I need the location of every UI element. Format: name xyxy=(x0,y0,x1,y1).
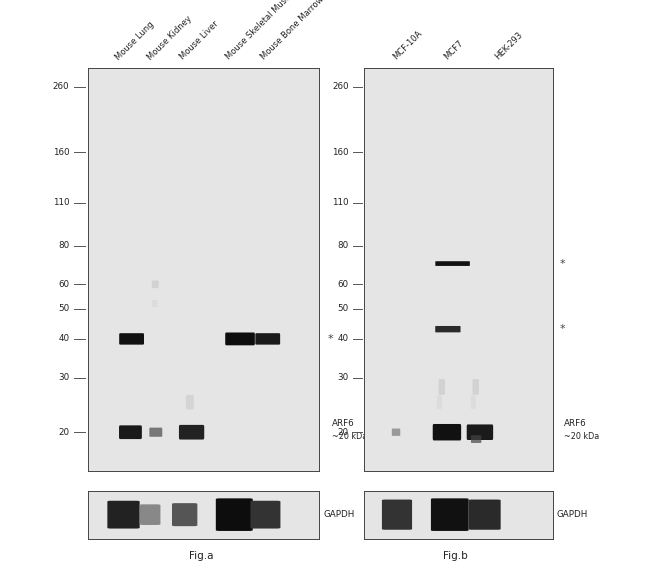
FancyBboxPatch shape xyxy=(467,425,493,440)
Text: Mouse Liver: Mouse Liver xyxy=(178,19,220,61)
FancyBboxPatch shape xyxy=(392,429,400,436)
FancyBboxPatch shape xyxy=(437,395,442,409)
Text: *: * xyxy=(560,324,566,334)
Text: ~20 kDa: ~20 kDa xyxy=(564,432,599,440)
Text: 80: 80 xyxy=(58,241,70,250)
Text: MCF7: MCF7 xyxy=(443,39,465,61)
Text: 80: 80 xyxy=(337,241,349,250)
FancyBboxPatch shape xyxy=(469,500,500,530)
Text: 30: 30 xyxy=(337,373,349,382)
Text: 20: 20 xyxy=(58,428,70,437)
FancyBboxPatch shape xyxy=(471,395,476,409)
FancyBboxPatch shape xyxy=(119,425,142,439)
Text: 160: 160 xyxy=(332,148,349,157)
Text: Fig.b: Fig.b xyxy=(443,551,467,561)
FancyBboxPatch shape xyxy=(152,300,157,307)
FancyBboxPatch shape xyxy=(436,326,461,332)
Text: 60: 60 xyxy=(58,280,70,289)
Text: Mouse Kidney: Mouse Kidney xyxy=(146,14,194,61)
FancyBboxPatch shape xyxy=(431,499,469,531)
Text: 60: 60 xyxy=(338,280,349,289)
FancyBboxPatch shape xyxy=(433,424,461,440)
Text: *: * xyxy=(560,258,566,268)
Text: *: * xyxy=(328,334,333,344)
Text: 110: 110 xyxy=(53,198,70,207)
Text: HEK-293: HEK-293 xyxy=(493,30,525,61)
FancyBboxPatch shape xyxy=(186,395,194,409)
Text: MCF-10A: MCF-10A xyxy=(391,29,424,61)
Text: ~20 kDa: ~20 kDa xyxy=(332,432,368,440)
FancyBboxPatch shape xyxy=(255,333,280,345)
FancyBboxPatch shape xyxy=(140,504,161,525)
Text: ARF6: ARF6 xyxy=(564,419,586,428)
Text: 20: 20 xyxy=(338,428,349,437)
FancyBboxPatch shape xyxy=(172,503,198,526)
FancyBboxPatch shape xyxy=(107,501,140,528)
FancyBboxPatch shape xyxy=(471,435,482,443)
Text: 30: 30 xyxy=(58,373,70,382)
FancyBboxPatch shape xyxy=(152,280,159,288)
Text: 260: 260 xyxy=(332,82,349,91)
Text: ARF6: ARF6 xyxy=(332,419,355,428)
Text: Mouse Lung: Mouse Lung xyxy=(114,20,156,61)
FancyBboxPatch shape xyxy=(436,261,470,266)
Text: 50: 50 xyxy=(58,305,70,314)
Text: Mouse Bone Marrow: Mouse Bone Marrow xyxy=(259,0,326,61)
Text: GAPDH: GAPDH xyxy=(323,510,354,519)
FancyBboxPatch shape xyxy=(382,500,412,530)
Text: GAPDH: GAPDH xyxy=(556,510,588,519)
FancyBboxPatch shape xyxy=(473,379,479,395)
FancyBboxPatch shape xyxy=(439,379,445,395)
Text: Mouse Skeletal Muscle: Mouse Skeletal Muscle xyxy=(224,0,298,61)
FancyBboxPatch shape xyxy=(119,333,144,345)
Text: 50: 50 xyxy=(337,305,349,314)
Text: 40: 40 xyxy=(58,334,70,343)
FancyBboxPatch shape xyxy=(150,428,162,437)
FancyBboxPatch shape xyxy=(226,333,255,345)
FancyBboxPatch shape xyxy=(179,425,204,439)
Text: 110: 110 xyxy=(332,198,349,207)
Text: 260: 260 xyxy=(53,82,70,91)
FancyBboxPatch shape xyxy=(216,499,253,531)
Text: 160: 160 xyxy=(53,148,70,157)
FancyBboxPatch shape xyxy=(250,501,280,528)
Text: 40: 40 xyxy=(338,334,349,343)
Text: Fig.a: Fig.a xyxy=(189,551,214,561)
